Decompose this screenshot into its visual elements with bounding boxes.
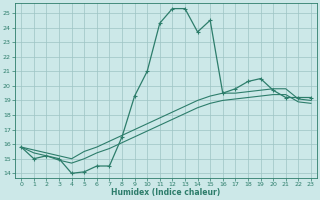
X-axis label: Humidex (Indice chaleur): Humidex (Indice chaleur) bbox=[111, 188, 221, 197]
